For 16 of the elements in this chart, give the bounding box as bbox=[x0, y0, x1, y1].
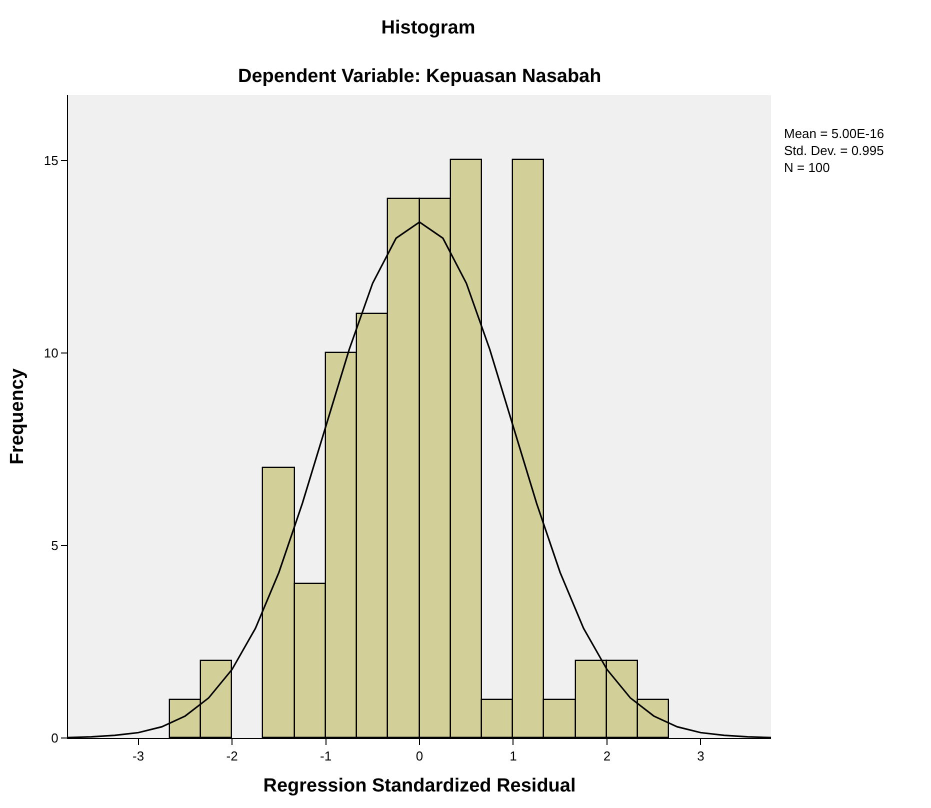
x-tick-label: 0 bbox=[416, 748, 424, 764]
x-tick-label: 3 bbox=[697, 748, 704, 764]
y-tick-label: 0 bbox=[51, 730, 58, 746]
y-tick-label: 5 bbox=[51, 538, 58, 554]
text: Mean = 5.00E-16 Std. Dev. = 0.995 N = 100 bbox=[784, 126, 884, 175]
x-axis-title: Regression Standardized Residual bbox=[263, 775, 576, 796]
x-tick-label: 1 bbox=[510, 748, 517, 764]
chart-subtitle: Dependent Variable: Kepuasan Nasabah bbox=[238, 66, 602, 87]
x-tick-label: 2 bbox=[603, 748, 611, 764]
y-tick-label: 15 bbox=[44, 153, 58, 168]
x-tick-label: -2 bbox=[226, 748, 238, 764]
chart-title: Histogram bbox=[381, 18, 476, 38]
x-tick-label: -3 bbox=[132, 748, 144, 764]
y-axis-title: Frequency bbox=[6, 368, 28, 465]
y-tick-label: 10 bbox=[44, 346, 58, 361]
x-tick-label: -1 bbox=[320, 748, 332, 764]
